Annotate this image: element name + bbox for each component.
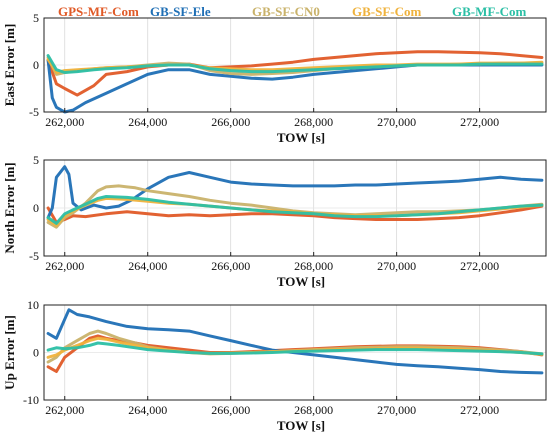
axes-frame: [43, 159, 547, 257]
axes-frame: [43, 304, 547, 401]
legend-entry-gb-sf-cn0: GB-SF-CN0: [252, 4, 320, 19]
x-tick-label: 262,000: [45, 403, 84, 417]
series-line-gb-mf-com: [46, 195, 544, 225]
legend-entry-gps-mf-com: GPS-MF-Com: [58, 4, 139, 19]
x-tick-label: 270,000: [377, 403, 416, 417]
series-line-gb-sf-ele: [46, 308, 544, 375]
y-tick-label: -5: [29, 249, 39, 263]
legend-entry-gb-sf-ele: GB-SF-Ele: [150, 4, 211, 19]
series-line-gb-sf-ele: [46, 165, 544, 220]
x-tick-label: 264,000: [128, 403, 167, 417]
x-tick-label: 262,000: [45, 259, 84, 273]
x-tick-label: 272,000: [460, 259, 499, 273]
y-tick-label: 0: [33, 201, 39, 215]
series-line-gps-mf-com: [46, 204, 544, 224]
x-tick-label: 264,000: [128, 259, 167, 273]
y-tick-label: 5: [33, 153, 39, 167]
y-tick-label: 0: [33, 58, 39, 72]
x-tick-label: 264,000: [128, 115, 167, 129]
x-tick-label: 272,000: [460, 115, 499, 129]
y-tick-label: -10: [23, 393, 39, 407]
y-tick-label: -5: [29, 105, 39, 119]
x-tick-label: 268,000: [294, 403, 333, 417]
east-error-panel: 262,000 264,000 266,000 268,000 270,000 272,0…: [2, 11, 547, 145]
y-axis-title: Up Error [m]: [2, 315, 17, 390]
x-tick-label: 270,000: [377, 115, 416, 129]
series-line-gb-mf-com: [46, 54, 544, 74]
legend-entry-gb-sf-com: GB-SF-Com: [352, 4, 422, 19]
series-line-gb-mf-com: [46, 341, 544, 356]
x-tick-label: 266,000: [211, 115, 250, 129]
legend: GPS-MF-Com GB-SF-Ele GB-SF-CN0 GB-SF-Com…: [58, 4, 527, 19]
series-line-gb-sf-cn0: [46, 184, 544, 229]
series-line-gps-mf-com: [46, 50, 544, 97]
x-axis-title: TOW [s]: [277, 418, 325, 433]
axes-frame: [43, 17, 547, 113]
x-axis-title: TOW [s]: [277, 130, 325, 145]
north-error-panel: 262,000 264,000 266,000 268,000 270,000 272,0…: [2, 153, 547, 289]
x-tick-label: 266,000: [211, 403, 250, 417]
up-error-panel: 262,000 264,000 266,000 268,000 270,000 272,0…: [2, 298, 547, 433]
x-tick-label: 272,000: [460, 403, 499, 417]
x-tick-label: 268,000: [294, 259, 333, 273]
legend-entry-gb-mf-com: GB-MF-Com: [452, 4, 527, 19]
x-axis-title: TOW [s]: [277, 274, 325, 289]
y-tick-label: 10: [27, 298, 39, 312]
x-tick-label: 266,000: [211, 259, 250, 273]
y-axis-title: North Error [m]: [2, 162, 17, 253]
x-tick-label: 270,000: [377, 259, 416, 273]
y-tick-label: 5: [33, 11, 39, 25]
y-tick-label: 0: [33, 346, 39, 360]
x-tick-label: 268,000: [294, 115, 333, 129]
x-tick-label: 262,000: [45, 115, 84, 129]
y-axis-title: East Error [m]: [2, 24, 17, 107]
